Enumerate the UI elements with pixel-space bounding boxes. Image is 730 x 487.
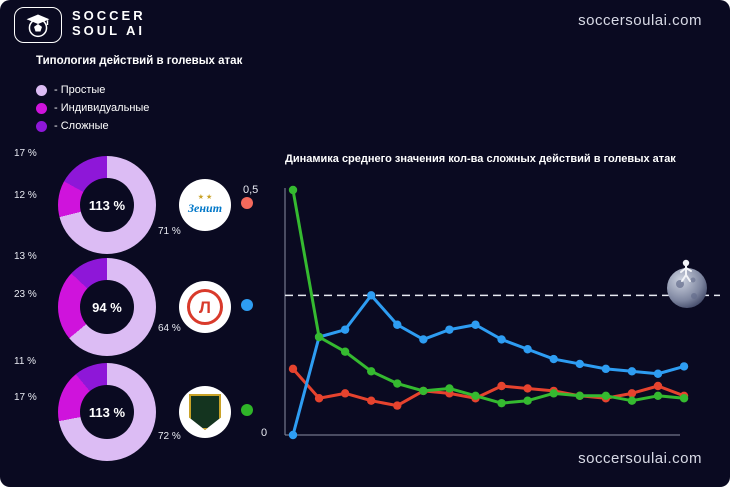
donut-center-krasnodar: 113 % (80, 385, 134, 439)
donut-center-lokomotiv: 94 % (80, 280, 134, 334)
ytick-zero: 0 (261, 427, 268, 439)
series-marker-krasnodar (241, 404, 253, 416)
zenit-wordmark: Зенит (187, 201, 223, 215)
donut2-simple-pct: 64 % (158, 323, 181, 334)
donut3-simple-pct: 72 % (158, 431, 181, 442)
brand-line2: SOUL AI (72, 23, 146, 38)
donut2-individual-pct: 23 % (14, 289, 37, 300)
team-logo-zenit: ★ ★ Зенит (179, 179, 231, 231)
donut1-complex-pct: 17 % (14, 148, 37, 159)
brand-logo: SOCCER SOUL AI (72, 8, 146, 38)
donut-chart-lokomotiv: 94 % (58, 258, 156, 356)
donut3-complex-pct: 11 % (14, 356, 37, 367)
line-chart (284, 185, 720, 440)
donut1-simple-pct: 71 % (158, 226, 181, 237)
site-url-bottom[interactable]: soccersoulai.com (578, 450, 702, 467)
legend-label-complex: - Сложные (54, 120, 109, 132)
legend-label-individual: - Индивидуальные (54, 102, 150, 114)
krasnodar-shield (189, 394, 221, 430)
legend-dot-individual (36, 102, 47, 114)
donut1-individual-pct: 12 % (14, 190, 37, 201)
series-marker-lokomotiv (241, 299, 253, 311)
ytick-max: 0,5 (243, 184, 259, 196)
legend-item-individual: - Индивидуальные (36, 102, 149, 114)
line-chart-title: Динамика среднего значения кол-ва сложны… (285, 153, 676, 165)
planet-football-player-decoration (667, 259, 707, 308)
legend-dot-complex (36, 120, 47, 132)
site-url-top[interactable]: soccersoulai.com (578, 12, 702, 29)
team-logo-krasnodar (179, 386, 231, 438)
legend-item-simple: - Простые (36, 84, 105, 96)
donut-chart-krasnodar: 113 % (58, 363, 156, 461)
soccer-ball-cap-icon (14, 7, 62, 43)
team-logo-lokomotiv: Л (179, 281, 231, 333)
legend-item-complex: - Сложные (36, 120, 109, 132)
legend-label-simple: - Простые (54, 84, 106, 96)
lokomotiv-monogram: Л (199, 297, 211, 317)
donut3-individual-pct: 17 % (14, 392, 37, 403)
donut-center-zenit: 113 % (80, 178, 134, 232)
legend-dot-simple (36, 84, 47, 96)
donut-chart-zenit: 113 % (58, 156, 156, 254)
lokomotiv-ring: Л (187, 289, 223, 325)
brand-line1: SOCCER (72, 8, 146, 23)
series-marker-zenit (241, 197, 253, 209)
zenit-stars: ★ ★ (197, 194, 213, 201)
typology-title: Типология действий в голевых атак (36, 55, 243, 67)
donut2-complex-pct: 13 % (14, 251, 37, 262)
